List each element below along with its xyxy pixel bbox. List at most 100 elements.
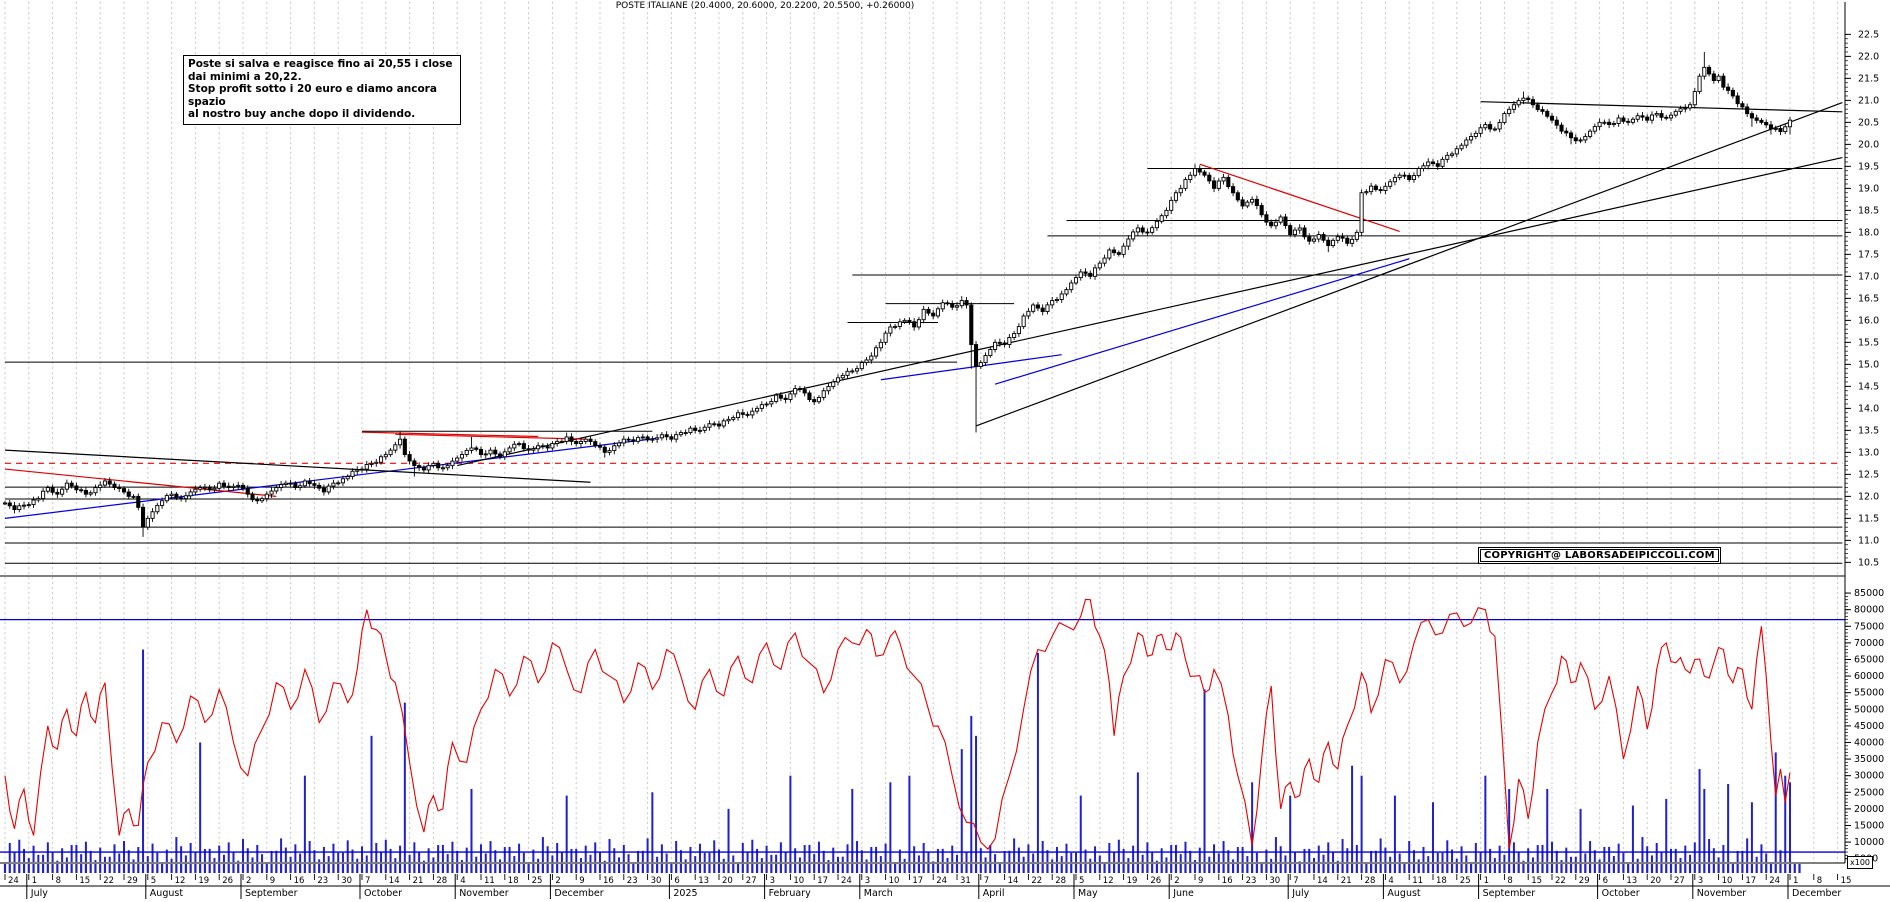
volume-tick-label: 85000	[1854, 588, 1884, 599]
volume-bar	[32, 845, 35, 862]
candle-body	[1730, 89, 1735, 97]
volume-bar	[1622, 852, 1625, 862]
candle-body	[1340, 236, 1345, 239]
candle-body	[1768, 124, 1774, 130]
candle-body	[1259, 205, 1264, 216]
volume-bar	[798, 857, 801, 862]
volume-bar	[727, 808, 730, 862]
volume-bar	[703, 852, 706, 862]
candle-body	[345, 476, 350, 480]
candle-body	[340, 478, 346, 484]
candle-body	[1069, 282, 1074, 291]
volume-bar	[879, 856, 882, 862]
volume-bar	[518, 843, 521, 862]
candle-body	[1511, 104, 1516, 110]
candle-body	[845, 370, 850, 376]
price-tick-label: 10.5	[1858, 557, 1879, 568]
volume-bars-layer	[8, 649, 1791, 862]
candle-body	[721, 420, 726, 427]
candle-body	[1449, 153, 1455, 156]
candle-body	[526, 448, 531, 451]
candle-body	[988, 349, 993, 357]
candle-body	[293, 483, 298, 489]
candle-body	[1707, 66, 1712, 75]
candle-body	[555, 440, 560, 444]
volume-bar	[1741, 850, 1744, 862]
volume-bar	[1465, 855, 1468, 862]
week-label: 18	[1436, 876, 1447, 886]
volume-bar	[1360, 775, 1363, 862]
candle-body	[926, 308, 931, 314]
candle-body	[1392, 177, 1397, 183]
price-tick-label: 15.5	[1858, 337, 1879, 348]
week-label: 1	[1484, 876, 1489, 886]
volume-bar	[665, 853, 668, 862]
candle-body	[459, 454, 465, 459]
volume-bar	[1555, 850, 1558, 862]
week-label: 3	[1698, 876, 1703, 886]
candle-body	[364, 464, 369, 470]
volume-bar	[1527, 848, 1530, 862]
week-label: 10	[793, 876, 804, 886]
volume-bar	[437, 845, 440, 862]
candle-body	[1726, 86, 1731, 91]
volume-bar	[1746, 838, 1749, 862]
volume-bar	[465, 847, 468, 862]
candle-body	[250, 493, 255, 501]
candle-body	[636, 437, 641, 442]
volume-bar	[1574, 856, 1577, 862]
candle-body	[417, 465, 422, 469]
candle-body	[1197, 168, 1202, 173]
week-label: 3	[770, 876, 775, 886]
month-label: May	[1078, 888, 1098, 899]
candle-body	[436, 462, 441, 469]
volume-bar	[422, 860, 425, 862]
volume-bar	[137, 846, 140, 862]
candle-body	[464, 449, 469, 456]
volume-bar	[941, 848, 944, 862]
volume-bar	[956, 854, 958, 862]
candle-body	[774, 394, 779, 402]
candle-body	[1445, 154, 1450, 160]
volume-bar	[299, 853, 302, 862]
candle-body	[93, 487, 98, 494]
candle-body	[1721, 75, 1726, 88]
volume-bar	[408, 854, 411, 862]
candle-body	[997, 341, 1002, 344]
volume-bar	[1136, 772, 1139, 862]
candle-body	[188, 491, 193, 497]
candle-body	[1573, 137, 1578, 142]
candle-body	[1678, 108, 1683, 112]
candle-body	[869, 355, 874, 361]
volume-bar	[1227, 850, 1230, 862]
candle-body	[1364, 191, 1369, 194]
candle-body	[1411, 175, 1417, 181]
candle-body	[317, 484, 322, 489]
volume-bar	[456, 850, 459, 862]
volume-bar	[575, 848, 578, 862]
candle-body	[1435, 163, 1440, 167]
volume-bar	[1689, 854, 1692, 862]
price-tick-label: 11.5	[1858, 513, 1879, 524]
candle-body	[160, 500, 165, 506]
candle-body	[1211, 180, 1217, 189]
candle-body	[259, 498, 265, 502]
week-label: 1	[32, 876, 37, 886]
candle-body	[693, 427, 698, 431]
candle-body	[1021, 315, 1026, 328]
candle-body	[912, 321, 917, 328]
volume-bar	[884, 843, 887, 862]
week-label: 8	[1817, 876, 1822, 886]
price-tick-label: 22.5	[1858, 29, 1879, 40]
volume-bar	[1389, 856, 1392, 862]
candle-body	[593, 441, 598, 447]
volume-bar	[1017, 847, 1020, 862]
volume-bar	[913, 846, 916, 862]
candle-body	[226, 485, 231, 489]
volume-bar	[1665, 798, 1668, 862]
candle-body	[521, 443, 526, 450]
volume-bar	[1117, 839, 1120, 862]
candle-body	[212, 487, 217, 491]
volume-bar	[746, 852, 749, 862]
volume-bar	[1712, 848, 1715, 862]
